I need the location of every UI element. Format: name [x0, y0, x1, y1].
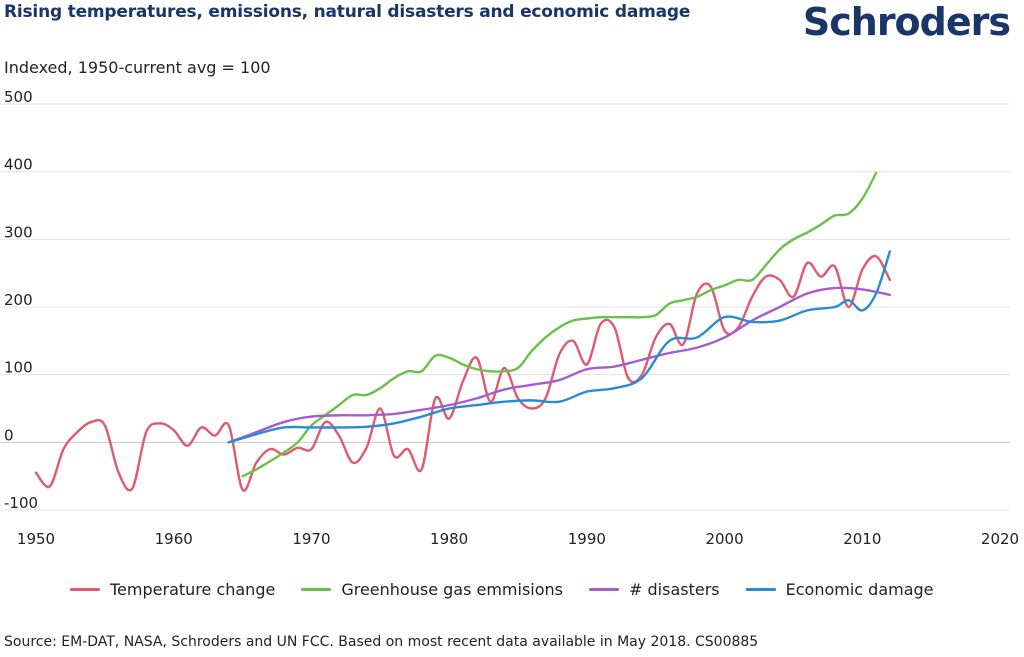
x-tick-label: 1990: [568, 530, 606, 548]
legend-swatch: [589, 588, 620, 591]
x-tick-label: 2000: [705, 530, 743, 548]
legend-swatch: [745, 588, 776, 591]
series-line-disasters: [227, 286, 892, 444]
legend-label: Temperature change: [110, 580, 276, 599]
source-note: Source: EM-DAT, NASA, Schroders and UN F…: [4, 634, 759, 650]
y-tick-label: 500: [4, 88, 33, 106]
schroders-logo: Schroders: [802, 0, 1011, 44]
y-tick-label: -100: [4, 494, 38, 512]
series-line-temperature-change: [34, 254, 892, 492]
legend-label: Greenhouse gas emmisions: [341, 580, 564, 599]
legend-swatch: [301, 588, 332, 591]
y-tick-label: 100: [4, 359, 33, 377]
legend-item-economic-damage: Economic damage: [745, 580, 934, 599]
legend-item-disasters: # disasters: [589, 580, 720, 599]
legend-label: Economic damage: [785, 580, 934, 599]
x-tick-label: 2010: [843, 530, 881, 548]
y-tick-label: 0: [4, 426, 14, 444]
x-tick-label: 2020: [981, 530, 1019, 548]
x-tick-label: 1960: [155, 530, 193, 548]
legend-item-temperature-change: Temperature change: [70, 580, 275, 599]
chart-title: Rising temperatures, emissions, natural …: [4, 2, 691, 22]
y-tick-label: 300: [4, 223, 33, 241]
x-tick-label: 1970: [292, 530, 330, 548]
y-axis-label: Indexed, 1950-current avg = 100: [4, 58, 271, 77]
legend-item-greenhouse-gas-emmisions: Greenhouse gas emmisions: [301, 580, 563, 599]
x-tick-label: 1950: [17, 530, 55, 548]
series-line-greenhouse-gas-emmisions: [241, 171, 878, 478]
legend-label: # disasters: [629, 580, 720, 599]
series-line-economic-damage: [227, 250, 892, 444]
legend-swatch: [70, 588, 100, 591]
y-tick-label: 200: [4, 291, 33, 309]
legend: Temperature change Greenhouse gas emmisio…: [70, 580, 960, 599]
y-tick-label: 400: [4, 156, 33, 174]
x-tick-label: 1980: [430, 530, 468, 548]
